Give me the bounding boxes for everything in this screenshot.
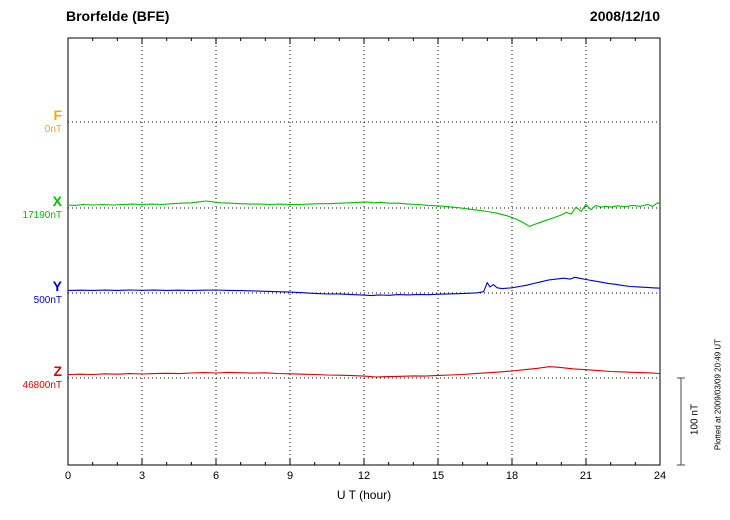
x-tick-label: 18 xyxy=(505,470,519,482)
series-y-label: Y xyxy=(52,278,62,294)
x-tick-label: 24 xyxy=(653,470,667,482)
series-z-baseline-value: 46800nT xyxy=(22,380,62,391)
x-tick-label: 15 xyxy=(431,470,445,482)
plotted-at-note: Plotted at 2009/03/09 20:49 UT xyxy=(713,338,723,451)
series-x-baseline-value: 17190nT xyxy=(22,210,62,221)
series-x-label: X xyxy=(52,193,62,209)
plot-date: 2008/12/10 xyxy=(589,8,660,24)
x-tick-label: 21 xyxy=(579,470,593,482)
series-y-baseline-value: 500nT xyxy=(33,295,62,306)
x-tick-label: 0 xyxy=(64,470,72,482)
x-tick-label: 12 xyxy=(357,470,371,482)
series-f-baseline-value: 0nT xyxy=(44,124,62,135)
x-tick-label: 9 xyxy=(286,470,294,482)
scale-bar-label: 100 nT xyxy=(689,403,701,436)
x-tick-label: 6 xyxy=(212,470,220,482)
series-f-label: F xyxy=(53,107,62,123)
x-axis-label: U T (hour) xyxy=(336,488,392,502)
x-tick-label: 3 xyxy=(138,470,146,482)
station-title: Brorfelde (BFE) xyxy=(66,8,170,24)
series-z-label: Z xyxy=(53,363,62,379)
